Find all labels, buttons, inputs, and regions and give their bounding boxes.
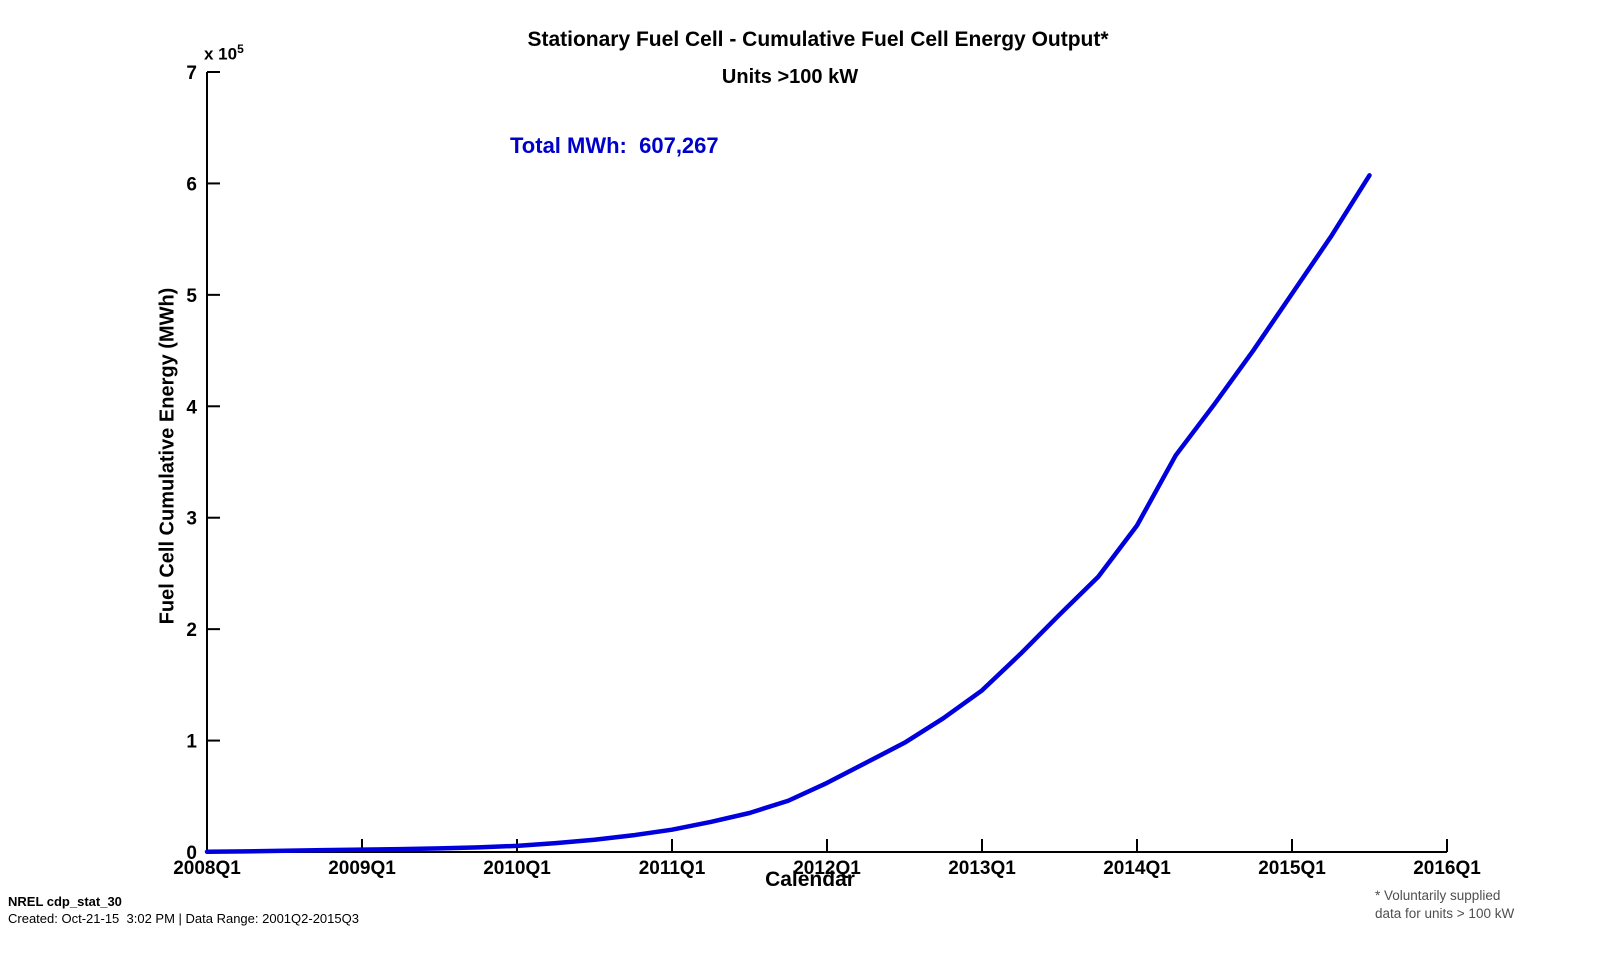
x-tick-label: 2012Q1 — [793, 858, 861, 879]
y-tick-label: 2 — [186, 620, 197, 641]
y-tick-label: 4 — [186, 397, 197, 418]
x-tick-label: 2009Q1 — [328, 858, 396, 879]
x-tick-label: 2014Q1 — [1103, 858, 1171, 879]
y-tick-label: 1 — [186, 732, 197, 753]
x-axis-label: Calendar — [765, 868, 855, 891]
chart-subtitle: Units >100 kW — [721, 66, 859, 88]
axes-lines — [206, 72, 1447, 853]
y-axis-label: Fuel Cell Cumulative Energy (MWh) — [156, 287, 179, 625]
cumulative-energy-line — [204, 173, 1372, 855]
x-tick-label: 2011Q1 — [639, 858, 706, 879]
y-tick-label: 7 — [186, 63, 197, 84]
footer-source-id: NREL cdp_stat_30 — [8, 894, 122, 909]
x-tick-label: 2016Q1 — [1413, 858, 1481, 879]
y-axis-exponent-base: x 10 — [204, 44, 238, 64]
y-axis-exponent-power: 5 — [237, 42, 244, 56]
chart-title: Stationary Fuel Cell - Cumulative Fuel C… — [527, 28, 1109, 51]
footnote-line1: * Voluntarily supplied — [1375, 888, 1501, 903]
footer-created-daterange: Created: Oct-21-15 3:02 PM | Data Range:… — [8, 911, 359, 926]
y-tick-label: 6 — [186, 174, 197, 195]
x-tick-label: 2010Q1 — [483, 858, 551, 879]
y-axis-exponent: x 105 — [204, 42, 244, 65]
total-mwh-annotation: Total MWh: 607,267 — [510, 133, 719, 158]
x-tick-label: 2008Q1 — [173, 858, 241, 879]
footnote-line2: data for units > 100 kW — [1375, 906, 1515, 921]
x-tick-label: 2015Q1 — [1258, 858, 1326, 879]
y-tick-label: 5 — [186, 286, 197, 307]
y-tick-label: 0 — [186, 843, 197, 864]
y-tick-label: 3 — [186, 509, 197, 530]
x-tick-label: 2013Q1 — [948, 858, 1016, 879]
